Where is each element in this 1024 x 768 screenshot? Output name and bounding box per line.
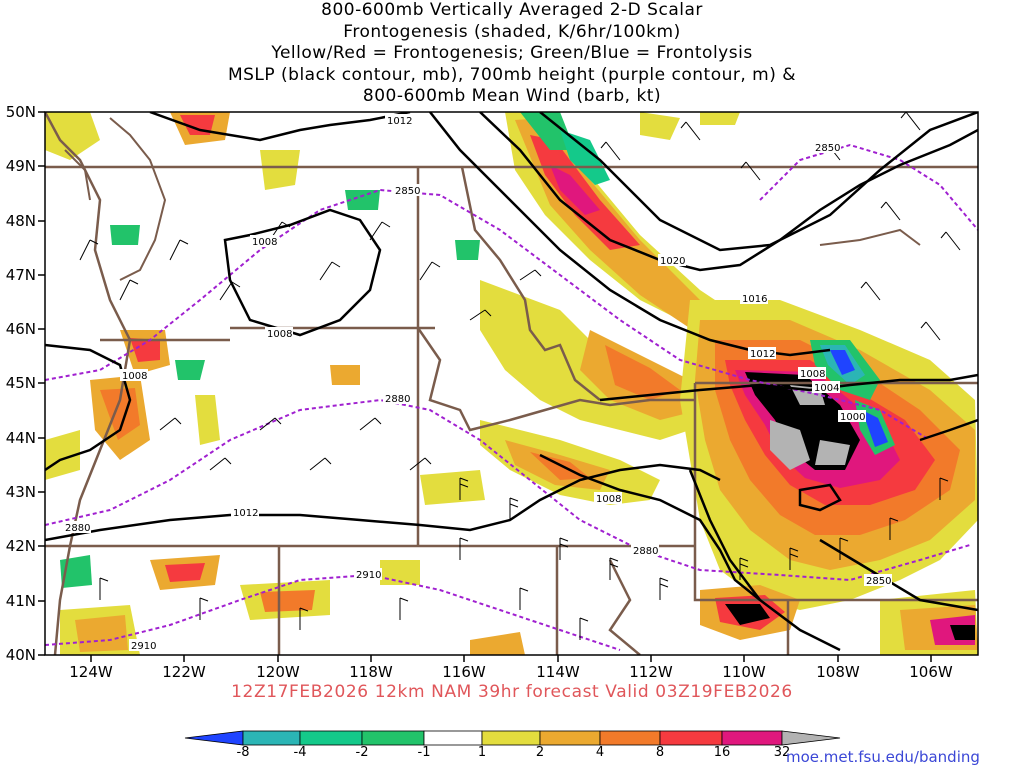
colorbar-label: 2	[535, 745, 545, 760]
lon-label: 108W	[816, 663, 860, 681]
lat-label: 49N	[6, 157, 36, 175]
lon-axis: 124W 122W 120W 118W 116W 114W 112W 110W …	[69, 655, 953, 681]
height-label: 2910	[356, 570, 381, 581]
lon-label: 122W	[162, 663, 206, 681]
lat-label: 45N	[6, 374, 36, 392]
mslp-labels: 1012 1008 1008 1008 1020 1016 1012 1008 …	[120, 114, 866, 519]
mslp-label: 1008	[122, 371, 147, 382]
height-label: 2850	[866, 576, 891, 587]
height-label: 2880	[385, 394, 410, 405]
colorbar-swatch	[361, 730, 425, 746]
colorbar-swatch	[539, 730, 601, 746]
colorbar-label: 8	[655, 745, 665, 760]
mslp-label: 1008	[252, 237, 277, 248]
lon-label: 124W	[69, 663, 113, 681]
lat-label: 48N	[6, 212, 36, 230]
mslp-label: 1000	[840, 412, 865, 423]
lon-label: 110W	[722, 663, 766, 681]
height-label: 2910	[131, 641, 156, 652]
mslp-label: 1012	[750, 349, 775, 360]
mslp-label: 1012	[387, 116, 412, 127]
height-contours	[45, 143, 978, 651]
colorbar-low-arrow	[184, 730, 244, 746]
lon-label: 106W	[909, 663, 953, 681]
title-line-5: 800-600mb Mean Wind (barb, kt)	[362, 86, 662, 106]
colorbar-swatch	[481, 730, 541, 746]
colorbar-high-arrow	[781, 730, 841, 746]
height-label: 2850	[815, 143, 840, 154]
mslp-label: 1008	[596, 494, 621, 505]
map-title: 800-600mb Vertically Averaged 2-D Scalar…	[0, 0, 1024, 108]
colorbar-label: -8	[236, 745, 250, 760]
colorbar-swatch	[599, 730, 661, 746]
title-line-3: Yellow/Red = Frontogenesis; Green/Blue =…	[271, 43, 753, 63]
coastline	[64, 117, 921, 281]
colorbar-label: -1	[417, 745, 431, 760]
wind-barbs	[79, 112, 961, 640]
mslp-contours	[45, 112, 978, 652]
lon-label: 116W	[442, 663, 486, 681]
colorbar-swatch	[721, 730, 783, 746]
colorbar-label: -2	[355, 745, 369, 760]
height-labels: 2850 2850 2880 2880 2880 2910 2910 2850	[63, 141, 892, 652]
colorbar	[184, 730, 841, 746]
mslp-label: 1020	[660, 256, 685, 267]
mslp-label: 1008	[800, 369, 825, 380]
lat-label: 40N	[6, 646, 36, 664]
colorbar-label: 4	[595, 745, 605, 760]
lat-label: 43N	[6, 483, 36, 501]
colorbar-label: 32	[773, 745, 791, 760]
lon-label: 114W	[536, 663, 580, 681]
height-label: 2880	[65, 523, 90, 534]
lat-label: 41N	[6, 592, 36, 610]
lon-label: 120W	[256, 663, 300, 681]
mslp-label: 1004	[814, 383, 839, 394]
height-label: 2850	[395, 186, 420, 197]
mslp-label: 1012	[233, 508, 258, 519]
colorbar-label: 16	[713, 745, 731, 760]
title-line-1: 800-600mb Vertically Averaged 2-D Scalar	[321, 0, 703, 20]
mslp-label: 1016	[742, 294, 767, 305]
colorbar-label: 1	[477, 745, 487, 760]
lon-label: 118W	[349, 663, 393, 681]
title-line-4: MSLP (black contour, mb), 700mb height (…	[227, 64, 797, 85]
forecast-valid-time: 12Z17FEB2026 12km NAM 39hr forecast Vali…	[231, 682, 793, 702]
colorbar-swatch	[299, 730, 363, 746]
colorbar-swatch	[423, 730, 483, 746]
lat-label: 46N	[6, 320, 36, 338]
colorbar-label: -4	[293, 745, 307, 760]
lat-label: 42N	[6, 537, 36, 555]
lat-label: 50N	[6, 103, 36, 121]
lat-label: 44N	[6, 429, 36, 447]
height-label: 2880	[633, 546, 658, 557]
colorbar-swatch	[242, 730, 301, 746]
source-credit-link[interactable]: moe.met.fsu.edu/banding	[786, 748, 980, 766]
lat-label: 47N	[6, 266, 36, 284]
mslp-label: 1008	[267, 329, 292, 340]
lat-axis: 50N 49N 48N 47N 46N 45N 44N 43N 42N 41N …	[6, 103, 45, 664]
colorbar-swatch	[659, 730, 723, 746]
title-line-2: Frontogenesis (shaded, K/6hr/100km)	[343, 21, 681, 42]
lon-label: 112W	[629, 663, 673, 681]
